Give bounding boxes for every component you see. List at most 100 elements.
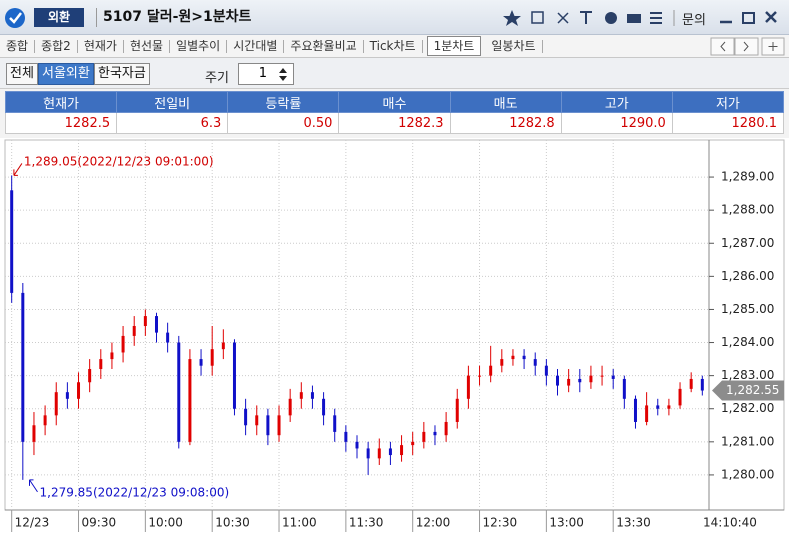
candle-body: [32, 425, 36, 442]
candle-body: [288, 398, 292, 416]
tab[interactable]: 현재가: [78, 39, 124, 53]
market-button[interactable]: 서울외환: [38, 63, 94, 85]
candle-body: [533, 359, 537, 366]
tab-bar: 종합 종합2 현재가 현선물 일별추이 시간대별 주요환율비교 Tick차트 1분차트 일봉차트: [0, 35, 789, 58]
candle-body: [143, 316, 147, 326]
candle-body: [622, 378, 626, 399]
link-icon[interactable]: [531, 11, 544, 24]
tab[interactable]: 일봉차트: [485, 39, 543, 53]
candle-body: [400, 445, 404, 456]
candle-body: [221, 342, 225, 350]
quote-values: 1282.5 6.3 0.50 1282.3 1282.8 1290.0 1280.1: [4, 112, 785, 134]
candle-body: [388, 448, 392, 456]
window-controls: [720, 11, 777, 24]
favorite-icon[interactable]: [503, 10, 521, 26]
candle-body: [689, 378, 693, 389]
candle-body: [544, 365, 548, 376]
candle-body: [411, 441, 415, 446]
candle-body: [10, 190, 14, 293]
quote-value-cell: 1282.5: [4, 112, 118, 134]
tab[interactable]: Tick차트: [364, 39, 423, 53]
period-value: 1: [258, 66, 267, 81]
candle-body: [54, 392, 58, 416]
period-label: 주기: [205, 71, 229, 86]
y-tick-label: 1,281.00: [721, 434, 774, 448]
app-logo: [5, 8, 25, 28]
candle-body: [177, 342, 181, 442]
candle-body: [500, 359, 504, 366]
y-tick-label: 1,282.00: [721, 401, 774, 415]
candle-body: [589, 375, 593, 383]
market-button[interactable]: 한국자금: [94, 63, 150, 85]
annotation-arrow: [13, 163, 23, 176]
candle-body: [511, 355, 515, 360]
print-icon[interactable]: [627, 14, 641, 23]
quote-header-cell: 매도: [449, 91, 562, 113]
quote-header-cell: 저가: [671, 91, 785, 113]
period-spinner[interactable]: 1: [238, 63, 294, 85]
maximize-button[interactable]: [742, 12, 755, 24]
x-tick-label: 13:30: [616, 516, 651, 530]
quote-header-cell: 전일비: [116, 91, 229, 113]
candle-body: [65, 392, 69, 399]
quote-value-cell: 1282.8: [449, 112, 562, 134]
market-button[interactable]: 전체: [6, 63, 38, 85]
candle-body: [667, 405, 671, 409]
candle-body: [88, 369, 92, 383]
section-label[interactable]: 외환: [34, 8, 84, 27]
scroll-left[interactable]: [710, 37, 735, 56]
quote-value-cell: 1280.1: [671, 112, 785, 134]
quote-value-cell: 1282.3: [338, 112, 451, 134]
y-tick-label: 1,285.00: [721, 302, 774, 316]
last-price-label: 1,282.55: [726, 383, 779, 397]
candle-body: [422, 431, 426, 442]
close-button[interactable]: [765, 11, 777, 23]
tab[interactable]: 시간대별: [227, 39, 285, 53]
candle-body: [478, 375, 482, 377]
tab[interactable]: 종합2: [35, 39, 78, 53]
candle-body: [522, 355, 526, 360]
last-price-tag: [712, 380, 784, 401]
tool-icon[interactable]: [557, 12, 569, 24]
annotation-arrow: [29, 479, 38, 493]
tab[interactable]: 현선물: [124, 39, 171, 53]
tab[interactable]: 일별추이: [170, 39, 228, 53]
current-time: 14:10:40: [703, 516, 757, 530]
tab[interactable]: 종합: [0, 39, 36, 53]
filter-bar: 주기 1 전체 서울외환 한국자금: [0, 58, 789, 89]
y-tick-label: 1,289.00: [721, 170, 774, 184]
candle-body: [678, 388, 682, 406]
inquiry-menu[interactable]: 문의: [682, 13, 706, 28]
quote-header-cell: 현재가: [4, 91, 118, 113]
candle-body: [255, 415, 259, 426]
tab[interactable]: 주요환율비교: [284, 39, 364, 53]
candle-body: [489, 365, 493, 376]
x-tick-label: 11:00: [282, 516, 317, 530]
candle-body: [21, 292, 25, 442]
y-tick-label: 1,284.00: [721, 335, 774, 349]
candle-body: [656, 405, 660, 409]
x-tick-label: 10:00: [148, 516, 183, 530]
candle-body: [99, 359, 103, 370]
quote-header-cell: 고가: [560, 91, 673, 113]
candle-body: [600, 375, 604, 377]
font-icon[interactable]: [580, 11, 592, 24]
help-icon[interactable]: [605, 12, 617, 24]
list-icon[interactable]: [650, 12, 662, 24]
scroll-right[interactable]: [734, 37, 759, 56]
x-tick-label: 10:30: [215, 516, 250, 530]
candle-body: [556, 375, 560, 386]
candle-body: [77, 382, 81, 399]
x-tick-label: 12:00: [416, 516, 451, 530]
candle-body: [377, 448, 381, 459]
candle-body: [578, 378, 582, 383]
quote-header: 현재가 전일비 등락률 매수 매도 고가 저가: [4, 91, 785, 113]
spinner-arrows[interactable]: [274, 65, 292, 83]
candle-body: [110, 352, 114, 360]
candle-body: [567, 378, 571, 386]
toolbar-icons: [503, 10, 675, 26]
candle-body: [199, 359, 203, 366]
candle-body: [611, 375, 615, 379]
tab[interactable]: 1분차트: [426, 36, 482, 56]
